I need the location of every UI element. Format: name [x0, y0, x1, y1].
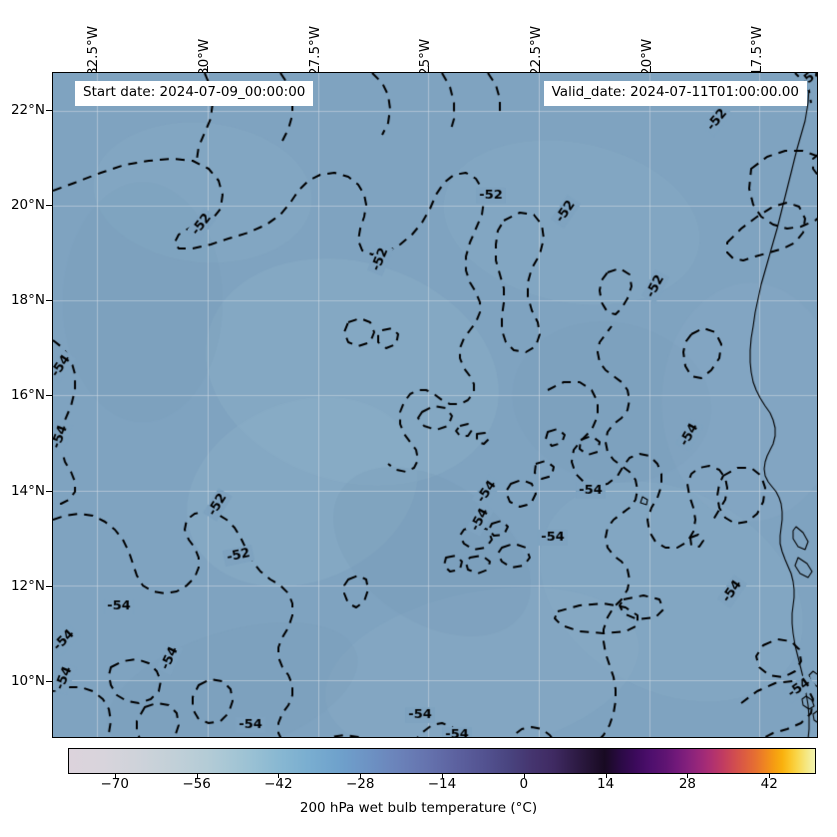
- colorbar-tick-label: 42: [760, 776, 778, 792]
- x-tick-label: 22.5°W: [528, 25, 545, 76]
- y-tick-label: 16°N: [10, 387, 45, 404]
- colorbar-tick-label: −56: [182, 776, 211, 792]
- colorbar-tick-mark: [114, 774, 116, 778]
- valid-date-annotation: Valid_date: 2024-07-11T01:00:00.00: [543, 81, 807, 106]
- y-tick-mark: [46, 680, 52, 682]
- y-tick-mark: [46, 490, 52, 492]
- x-tick-mark: [206, 66, 208, 72]
- x-tick-mark: [539, 66, 541, 72]
- x-tick-label: 17.5°W: [749, 25, 766, 76]
- colorbar: −70 −56 −42 −28 −14 0 14 28 42: [68, 748, 816, 792]
- x-tick-mark: [317, 66, 319, 72]
- map-plot-area: Start date: 2024-07-09_00:00:00 Valid_da…: [52, 72, 818, 738]
- y-tick-mark: [46, 205, 52, 207]
- x-tick-label: 20°W: [638, 38, 655, 76]
- colorbar-tick-mark: [442, 774, 443, 778]
- colorbar-gradient: [68, 748, 816, 774]
- start-date-annotation: Start date: 2024-07-09_00:00:00: [75, 81, 314, 106]
- x-tick-label: 25°W: [417, 38, 434, 76]
- y-tick-label: 10°N: [10, 672, 45, 689]
- colorbar-tick-label: −42: [264, 776, 293, 792]
- colorbar-tick-mark: [278, 774, 280, 778]
- colorbar-tick-label: −70: [100, 776, 130, 792]
- y-tick-label: 14°N: [10, 482, 45, 499]
- y-tick-label: 18°N: [10, 292, 45, 309]
- x-tick-label: 27.5°W: [306, 25, 323, 76]
- x-tick-mark: [760, 66, 762, 72]
- colorbar-tick-mark: [605, 774, 607, 778]
- y-tick-mark: [46, 110, 52, 112]
- x-tick-label: 30°W: [195, 38, 212, 76]
- colorbar-tick-mark: [769, 774, 771, 778]
- y-tick-label: 12°N: [10, 577, 45, 594]
- colorbar-tick-label: −28: [345, 776, 375, 792]
- x-tick-mark: [649, 66, 651, 72]
- y-tick-mark: [46, 300, 52, 302]
- colorbar-tick-label: 14: [597, 776, 615, 792]
- x-tick-mark: [96, 66, 98, 72]
- colorbar-tick-mark: [196, 774, 198, 778]
- x-tick-mark: [428, 66, 430, 72]
- y-tick-mark: [46, 395, 52, 397]
- colorbar-title: 200 hPa wet bulb temperature (°C): [299, 800, 538, 816]
- colorbar-tick-label: 0: [519, 776, 529, 792]
- x-tick-label: 32.5°W: [85, 25, 102, 76]
- colorbar-tick-label: 28: [678, 776, 697, 792]
- colorbar-tick-mark: [523, 774, 525, 778]
- colorbar-tick-mark: [360, 774, 362, 778]
- y-tick-label: 22°N: [10, 102, 45, 119]
- map-contour-canvas: [53, 73, 817, 737]
- y-tick-label: 20°N: [10, 197, 45, 214]
- colorbar-tick-mark: [687, 774, 689, 778]
- colorbar-tick-label: −14: [427, 776, 457, 792]
- y-tick-mark: [46, 585, 52, 587]
